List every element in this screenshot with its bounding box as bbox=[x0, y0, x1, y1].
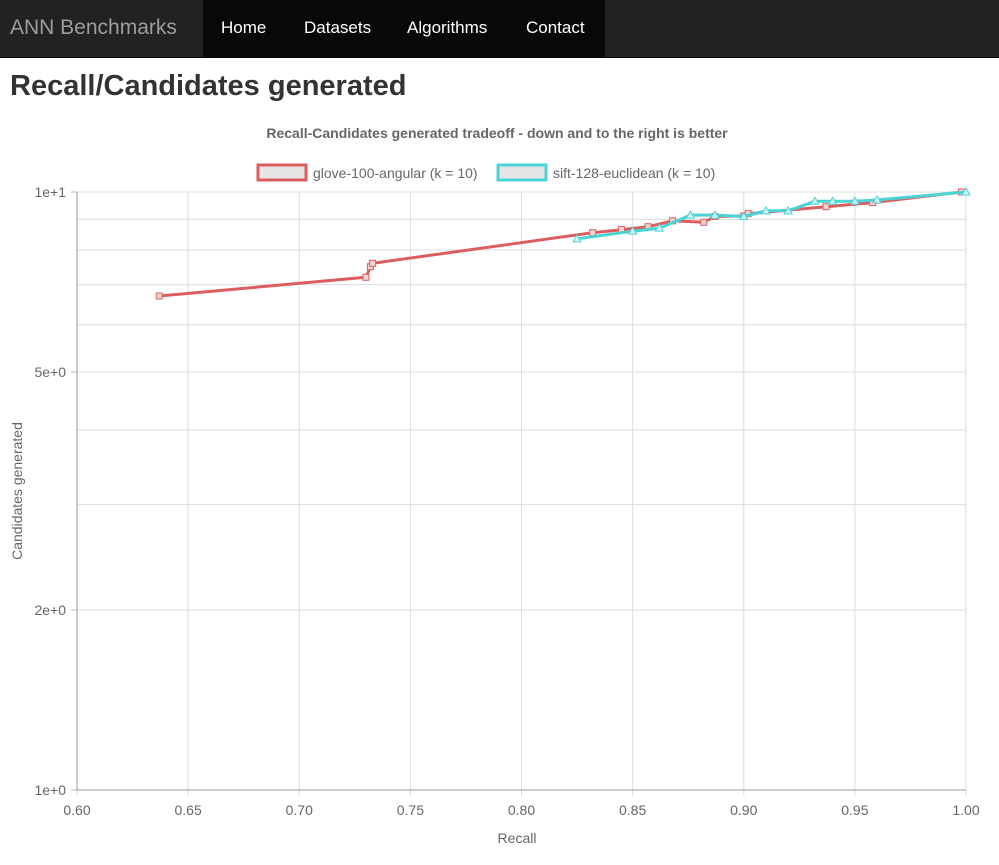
data-point-sift bbox=[685, 210, 696, 219]
data-point-sift bbox=[738, 211, 749, 220]
y-axis-label: Candidates generated bbox=[9, 422, 25, 560]
x-tick-label: 0.60 bbox=[63, 802, 90, 818]
data-point-sift bbox=[850, 196, 860, 205]
data-point-glove bbox=[822, 203, 830, 211]
legend-swatch-glove[interactable] bbox=[256, 163, 308, 182]
y-tick-label: 5e+0 bbox=[34, 364, 66, 380]
chart: Recall-Candidates generated tradeoff - d… bbox=[9, 125, 980, 846]
y-tick-label: 1e+0 bbox=[34, 782, 66, 798]
x-tick-label: 0.95 bbox=[841, 802, 868, 818]
chart-legend: glove-100-angular (k = 10) sift-128-eucl… bbox=[256, 163, 715, 182]
data-point-glove bbox=[369, 259, 377, 267]
data-point-sift bbox=[654, 223, 665, 232]
series-line-glove bbox=[159, 190, 962, 298]
legend-label-glove[interactable]: glove-100-angular (k = 10) bbox=[313, 165, 478, 181]
x-tick-label: 0.65 bbox=[175, 802, 202, 818]
chart-grid bbox=[76, 191, 967, 796]
data-point-sift bbox=[572, 233, 582, 243]
x-tick-label: 1.00 bbox=[952, 802, 979, 818]
x-tick-label: 0.90 bbox=[730, 802, 757, 818]
nav-item-algorithms[interactable]: Algorithms bbox=[407, 18, 488, 37]
data-point-sift bbox=[783, 205, 794, 215]
data-point-sift bbox=[627, 226, 638, 235]
data-point-glove bbox=[700, 218, 708, 226]
navbar: ANN Benchmarks Home Datasets Algorithms … bbox=[0, 0, 999, 58]
chart-series bbox=[155, 186, 971, 300]
legend-label-sift[interactable]: sift-128-euclidean (k = 10) bbox=[553, 165, 715, 181]
nav-menu: Home Datasets Algorithms Contact bbox=[203, 0, 605, 57]
y-tick-label: 1e+1 bbox=[34, 184, 66, 200]
nav-item-contact[interactable]: Contact bbox=[526, 18, 585, 37]
chart-title: Recall-Candidates generated tradeoff - d… bbox=[266, 125, 728, 141]
data-point-sift bbox=[761, 205, 771, 215]
data-point-glove bbox=[589, 229, 597, 237]
data-point-sift bbox=[810, 196, 820, 205]
x-tick-label: 0.80 bbox=[508, 802, 535, 818]
data-point-sift bbox=[709, 210, 720, 219]
x-tick-label: 0.85 bbox=[619, 802, 646, 818]
nav-item-home[interactable]: Home bbox=[221, 18, 267, 37]
navbar-brand[interactable]: ANN Benchmarks bbox=[10, 16, 177, 39]
data-point-glove bbox=[362, 273, 370, 281]
data-point-sift bbox=[961, 186, 971, 196]
legend-swatch-sift[interactable] bbox=[496, 163, 548, 182]
page-title: Recall/Candidates generated bbox=[10, 70, 407, 102]
data-point-sift bbox=[827, 196, 838, 205]
x-axis-label: Recall bbox=[498, 830, 537, 846]
x-tick-label: 0.75 bbox=[397, 802, 424, 818]
x-tick-label: 0.70 bbox=[286, 802, 313, 818]
data-point-sift bbox=[872, 194, 882, 204]
nav-item-datasets[interactable]: Datasets bbox=[304, 18, 372, 37]
chart-axes: 0.60 0.65 0.70 0.75 0.80 0.85 0.90 0.95 1.00 1e+1… bbox=[34, 184, 979, 818]
y-tick-label: 2e+0 bbox=[34, 602, 66, 618]
data-point-glove bbox=[155, 292, 163, 300]
